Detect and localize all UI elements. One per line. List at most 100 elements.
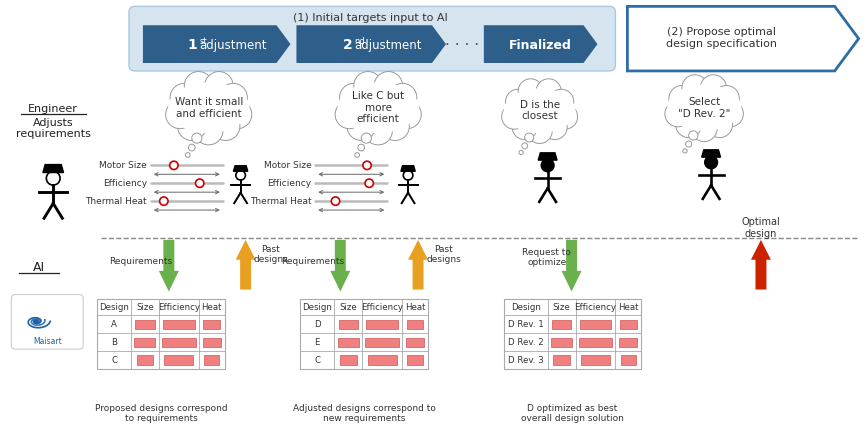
Circle shape (683, 149, 687, 153)
Text: Request to
optimize: Request to optimize (523, 248, 571, 267)
Circle shape (542, 114, 567, 139)
Polygon shape (483, 25, 597, 63)
Bar (582, 355, 610, 365)
Bar (339, 320, 358, 329)
Circle shape (518, 79, 543, 104)
Circle shape (527, 118, 552, 143)
Circle shape (223, 100, 252, 128)
Text: Motor Size: Motor Size (264, 161, 312, 170)
Bar (136, 355, 154, 365)
Text: C: C (111, 356, 117, 364)
Text: Want it small
and efficient: Want it small and efficient (174, 97, 243, 118)
Bar (503, 299, 641, 369)
Circle shape (212, 112, 240, 140)
Text: D Rev. 2: D Rev. 2 (508, 338, 543, 347)
Ellipse shape (338, 82, 419, 133)
Bar (553, 355, 570, 365)
Text: nd: nd (354, 37, 365, 45)
Text: Maisart: Maisart (33, 337, 62, 346)
Circle shape (675, 112, 701, 138)
Circle shape (205, 72, 233, 100)
Circle shape (192, 133, 202, 143)
Text: D is the
closest: D is the closest (520, 100, 560, 121)
Polygon shape (233, 166, 247, 171)
Polygon shape (235, 240, 255, 290)
Polygon shape (751, 240, 771, 290)
Bar (406, 337, 424, 347)
Text: Efficiency: Efficiency (267, 179, 312, 188)
Polygon shape (331, 240, 351, 291)
Bar (621, 355, 636, 365)
Bar (365, 337, 399, 347)
Text: Motor Size: Motor Size (99, 161, 147, 170)
Text: Size: Size (339, 303, 357, 312)
Bar (300, 299, 428, 369)
Text: Adjusts
requirements: Adjusts requirements (16, 118, 90, 139)
Circle shape (169, 161, 178, 170)
FancyBboxPatch shape (11, 295, 83, 349)
FancyBboxPatch shape (129, 7, 615, 71)
Bar (135, 320, 155, 329)
Circle shape (347, 112, 376, 140)
Bar (97, 299, 225, 369)
Text: A: A (111, 320, 117, 329)
Text: Design: Design (510, 303, 541, 312)
Polygon shape (297, 25, 446, 63)
Text: (2) Propose optimal
design specification: (2) Propose optimal design specification (666, 28, 777, 49)
Bar (366, 320, 398, 329)
Ellipse shape (168, 82, 249, 133)
Text: Design: Design (302, 303, 332, 312)
Circle shape (335, 100, 364, 128)
Circle shape (381, 112, 410, 140)
Bar (407, 355, 423, 365)
Text: · · · ·: · · · · (444, 38, 479, 52)
Circle shape (686, 141, 692, 147)
Circle shape (219, 83, 247, 112)
Circle shape (374, 72, 403, 100)
Circle shape (519, 150, 523, 155)
Circle shape (522, 143, 528, 149)
Polygon shape (159, 240, 179, 291)
Text: Past
designs: Past designs (253, 245, 288, 264)
Circle shape (553, 104, 577, 129)
Circle shape (46, 171, 60, 185)
Polygon shape (408, 240, 428, 290)
Circle shape (160, 197, 168, 205)
Circle shape (502, 104, 527, 129)
Polygon shape (628, 7, 858, 71)
Circle shape (691, 116, 717, 142)
Text: Select
"D Rev. 2": Select "D Rev. 2" (678, 97, 730, 118)
Bar (161, 337, 196, 347)
Text: Past
designs: Past designs (426, 245, 462, 264)
Polygon shape (538, 153, 557, 160)
Circle shape (505, 89, 530, 114)
Circle shape (363, 161, 372, 170)
Text: D: D (314, 320, 320, 329)
Text: AI: AI (33, 261, 45, 274)
Text: (1) Initial targets input to AI: (1) Initial targets input to AI (293, 13, 448, 23)
Text: Engineer: Engineer (29, 104, 78, 114)
Circle shape (188, 144, 195, 151)
Text: Size: Size (136, 303, 154, 312)
Text: Optimal
design: Optimal design (741, 217, 780, 239)
Circle shape (700, 75, 727, 101)
Circle shape (332, 197, 339, 205)
Text: adjustment: adjustment (354, 38, 422, 52)
Circle shape (184, 72, 213, 100)
Text: C: C (314, 356, 320, 364)
Text: Requirements: Requirements (109, 257, 173, 266)
Ellipse shape (503, 88, 575, 133)
Text: Finalized: Finalized (510, 38, 572, 52)
Bar (551, 337, 572, 347)
Bar (340, 355, 357, 365)
Circle shape (713, 86, 740, 111)
Text: Heat: Heat (618, 303, 639, 312)
Bar (204, 355, 220, 365)
Text: 1: 1 (187, 38, 198, 52)
Polygon shape (401, 166, 415, 171)
Text: D optimized as best
overall design solution: D optimized as best overall design solut… (521, 404, 624, 423)
Circle shape (364, 117, 392, 145)
Bar (135, 337, 155, 347)
Circle shape (170, 83, 199, 112)
Bar (164, 355, 194, 365)
